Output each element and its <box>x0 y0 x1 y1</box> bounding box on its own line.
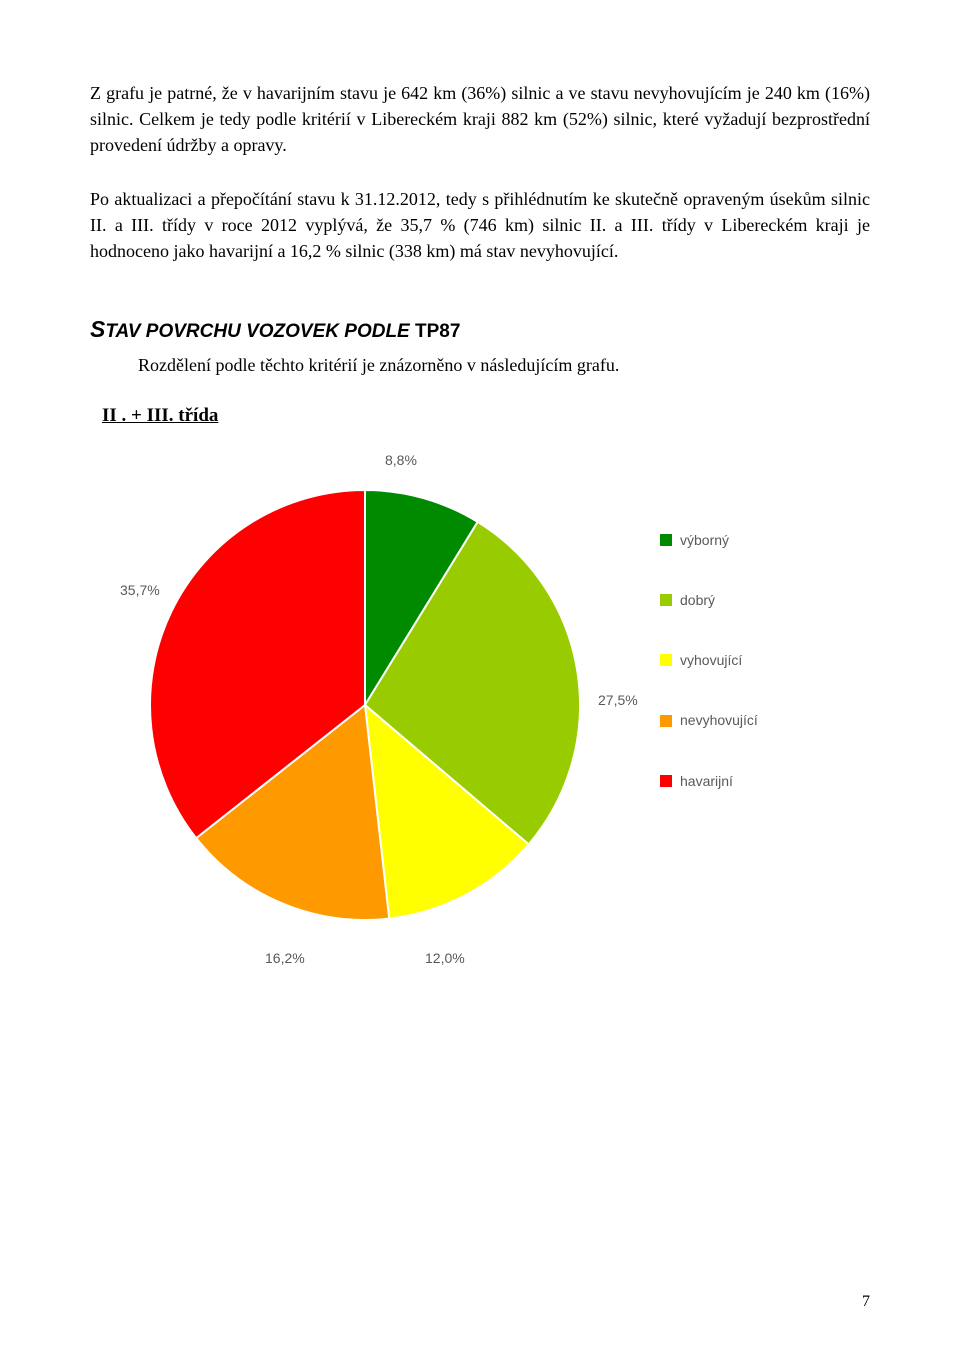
legend-item: nevyhovující <box>660 710 758 730</box>
legend-item: výborný <box>660 530 758 550</box>
pie-legend: výborný dobrý vyhovující nevyhovující havari… <box>660 530 758 831</box>
legend-swatch <box>660 534 672 546</box>
legend-label: havarijní <box>680 771 733 791</box>
section-subtitle: Rozdělení podle těchto kritérií je znázo… <box>138 352 870 378</box>
section-heading: STAV POVRCHU VOZOVEK PODLE TP87 <box>90 313 870 346</box>
legend-label: výborný <box>680 530 729 550</box>
pie-percent-label: 27,5% <box>598 690 638 710</box>
page-number: 7 <box>862 1290 870 1313</box>
section-heading-tp: TP87 <box>415 321 460 342</box>
pie-chart <box>150 490 580 920</box>
legend-item: havarijní <box>660 771 758 791</box>
pie-percent-label: 35,7% <box>120 580 160 600</box>
legend-swatch <box>660 594 672 606</box>
legend-label: nevyhovující <box>680 710 758 730</box>
pie-percent-label: 8,8% <box>385 450 417 470</box>
pie-chart-container: výborný dobrý vyhovující nevyhovující havari… <box>120 450 820 970</box>
legend-swatch <box>660 775 672 787</box>
legend-swatch <box>660 715 672 727</box>
legend-swatch <box>660 654 672 666</box>
pie-percent-label: 16,2% <box>265 948 305 968</box>
paragraph-1: Z grafu je patrné, že v havarijním stavu… <box>90 80 870 158</box>
legend-item: vyhovující <box>660 650 758 670</box>
paragraph-2: Po aktualizaci a přepočítání stavu k 31.… <box>90 186 870 264</box>
legend-label: vyhovující <box>680 650 742 670</box>
section-heading-mid: TAV POVRCHU VOZOVEK PODLE <box>105 321 415 342</box>
legend-item: dobrý <box>660 590 758 610</box>
pie-percent-label: 12,0% <box>425 948 465 968</box>
legend-label: dobrý <box>680 590 715 610</box>
class-heading: II . + III. třída <box>102 402 870 430</box>
section-heading-initial: S <box>90 316 105 342</box>
